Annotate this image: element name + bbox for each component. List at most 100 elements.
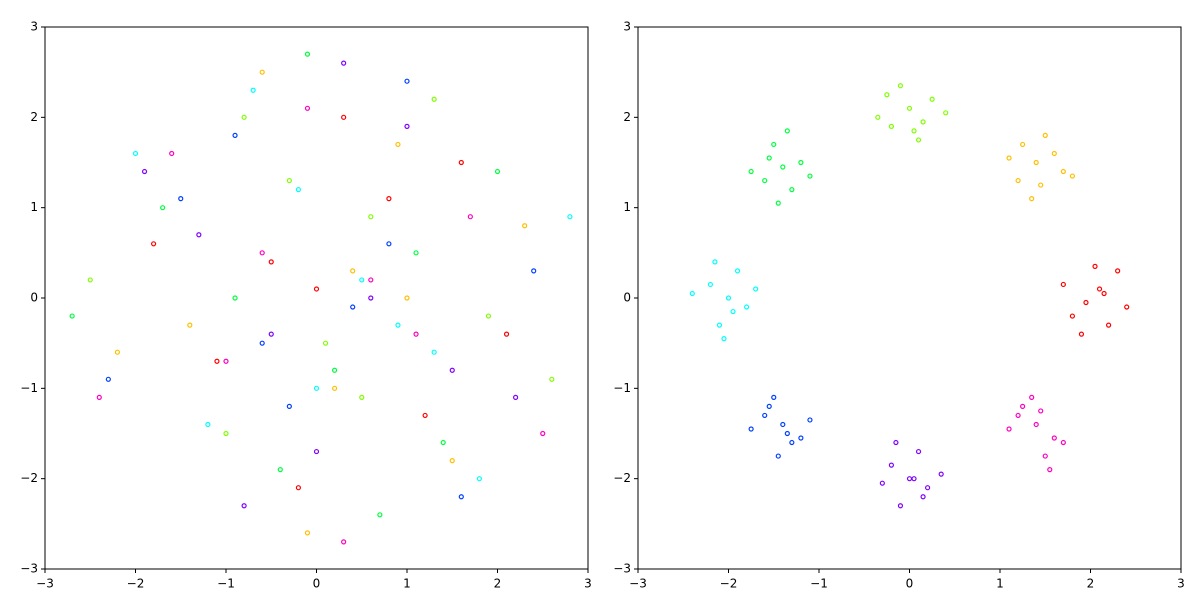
x-tick-label: −3 bbox=[629, 577, 647, 591]
x-tick-label: 3 bbox=[584, 577, 592, 591]
point bbox=[368, 277, 374, 283]
point bbox=[503, 331, 510, 337]
point bbox=[114, 349, 121, 355]
point bbox=[132, 150, 139, 157]
y-tick-label: 2 bbox=[30, 110, 38, 124]
point bbox=[341, 60, 347, 66]
point bbox=[712, 259, 718, 265]
point bbox=[911, 476, 917, 482]
point bbox=[1060, 439, 1066, 446]
point bbox=[413, 331, 419, 337]
x-tick-label: −3 bbox=[36, 577, 54, 591]
y-tick-label: −2 bbox=[613, 471, 631, 485]
point bbox=[295, 187, 301, 193]
point bbox=[223, 358, 229, 364]
point bbox=[1029, 394, 1035, 400]
point bbox=[1020, 403, 1026, 409]
point bbox=[178, 196, 184, 202]
point bbox=[241, 114, 247, 120]
point bbox=[725, 295, 732, 301]
y-tick-label: −3 bbox=[613, 562, 631, 576]
point bbox=[1069, 173, 1076, 179]
point bbox=[313, 286, 320, 292]
point bbox=[350, 304, 356, 310]
point bbox=[1069, 313, 1076, 319]
point bbox=[449, 458, 455, 464]
point bbox=[1060, 168, 1066, 175]
point bbox=[1015, 412, 1021, 419]
point bbox=[223, 430, 229, 437]
axes-frame bbox=[44, 26, 589, 570]
point bbox=[205, 421, 211, 428]
point bbox=[286, 177, 292, 184]
point bbox=[789, 187, 795, 193]
point bbox=[512, 394, 519, 400]
point bbox=[920, 119, 926, 125]
point bbox=[1042, 453, 1048, 459]
point bbox=[888, 123, 895, 129]
point bbox=[1047, 467, 1053, 473]
point bbox=[377, 512, 383, 518]
point bbox=[549, 376, 555, 382]
point bbox=[1078, 331, 1085, 337]
point bbox=[875, 114, 881, 120]
x-tick-label: 1 bbox=[996, 577, 1004, 591]
point bbox=[1015, 177, 1021, 184]
point bbox=[1038, 408, 1044, 414]
point bbox=[232, 295, 238, 301]
point bbox=[784, 430, 790, 437]
point bbox=[96, 394, 102, 400]
point bbox=[775, 453, 781, 459]
y-tick-label: 2 bbox=[623, 110, 631, 124]
point bbox=[743, 304, 750, 310]
point bbox=[350, 268, 356, 274]
point bbox=[1115, 268, 1121, 274]
y-tick-label: 3 bbox=[30, 20, 38, 34]
point bbox=[1101, 290, 1107, 297]
y-tick-label: 1 bbox=[623, 200, 631, 214]
point bbox=[341, 114, 347, 120]
point bbox=[730, 308, 736, 315]
point bbox=[169, 150, 175, 157]
point bbox=[1124, 304, 1130, 310]
point bbox=[160, 205, 166, 211]
point bbox=[304, 51, 311, 57]
x-tick-label: −1 bbox=[217, 577, 235, 591]
point bbox=[422, 412, 428, 419]
point bbox=[522, 223, 528, 229]
point bbox=[458, 494, 464, 500]
point bbox=[1083, 299, 1089, 306]
point bbox=[295, 485, 301, 491]
y-tick-label: 1 bbox=[30, 200, 38, 214]
point bbox=[766, 155, 772, 161]
point bbox=[1029, 196, 1035, 202]
y-tick-label: −1 bbox=[613, 381, 631, 395]
point bbox=[286, 403, 292, 409]
point bbox=[476, 476, 482, 482]
point bbox=[395, 322, 401, 328]
x-tick-label: −1 bbox=[810, 577, 828, 591]
point bbox=[716, 322, 723, 328]
x-tick-label: 0 bbox=[313, 577, 321, 591]
point bbox=[322, 340, 329, 346]
point bbox=[259, 250, 265, 256]
x-tick-label: 2 bbox=[494, 577, 502, 591]
point bbox=[766, 403, 772, 409]
point bbox=[368, 295, 374, 301]
x-tick-label: −2 bbox=[720, 577, 738, 591]
point bbox=[780, 164, 786, 170]
point bbox=[780, 421, 786, 428]
point bbox=[897, 83, 904, 89]
point bbox=[386, 196, 392, 202]
point bbox=[332, 367, 338, 373]
point bbox=[915, 137, 922, 143]
point bbox=[250, 87, 256, 93]
point bbox=[938, 471, 944, 477]
point bbox=[268, 259, 274, 265]
point bbox=[721, 336, 727, 342]
point bbox=[929, 96, 935, 102]
point bbox=[906, 105, 913, 111]
point bbox=[1038, 182, 1044, 188]
x-tick-label: 0 bbox=[906, 577, 914, 591]
